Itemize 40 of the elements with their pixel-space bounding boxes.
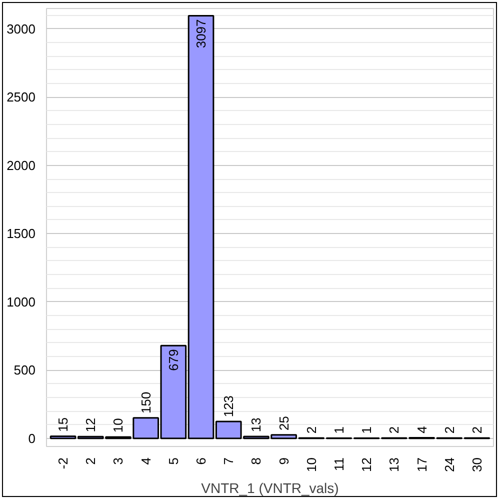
data-label: 15 — [56, 417, 71, 432]
x-tick-label: 9 — [276, 457, 292, 465]
x-tick-label: 11 — [331, 457, 346, 471]
data-label: 3097 — [194, 19, 209, 48]
y-tick-label: 2500 — [6, 90, 36, 105]
data-label: 13 — [248, 418, 264, 432]
data-label: 25 — [276, 416, 292, 431]
data-label: 1 — [359, 426, 374, 434]
x-tick-label: 13 — [386, 457, 402, 472]
x-axis-title: VNTR_1 (VNTR_vals) — [201, 480, 339, 496]
y-tick-label: 2000 — [6, 158, 36, 173]
data-label: 150 — [138, 392, 154, 414]
data-label: 4 — [414, 426, 430, 434]
x-tick-label: -2 — [56, 457, 71, 470]
data-label: 12 — [83, 418, 98, 432]
x-tick-label: 5 — [166, 457, 181, 465]
x-tick-label: 2 — [83, 457, 98, 465]
y-tick-label: 1000 — [6, 294, 36, 310]
y-tick-label: 0 — [28, 430, 36, 446]
x-tick-label: 8 — [248, 457, 264, 465]
data-label: 679 — [166, 349, 181, 371]
data-label: 2 — [304, 426, 319, 434]
data-label: 123 — [221, 395, 236, 418]
data-label: 10 — [110, 418, 126, 433]
x-tick-label: 7 — [221, 457, 236, 465]
x-tick-label: 6 — [194, 457, 209, 465]
x-tick-label: 4 — [138, 457, 154, 465]
data-label: 2 — [386, 426, 402, 434]
y-tick-label: 1500 — [6, 226, 36, 242]
y-tick-label: 3000 — [6, 21, 36, 36]
x-tick-label: 30 — [469, 457, 484, 472]
data-label: 2 — [442, 426, 457, 434]
data-label: 2 — [469, 426, 484, 434]
y-tick-label: 500 — [14, 362, 36, 378]
x-tick-label: 12 — [359, 457, 374, 472]
x-tick-label: 10 — [304, 457, 319, 472]
x-tick-label: 24 — [442, 457, 457, 472]
data-label: 1 — [331, 426, 346, 434]
x-tick-label: 3 — [110, 457, 126, 465]
x-tick-label: 17 — [414, 457, 430, 472]
